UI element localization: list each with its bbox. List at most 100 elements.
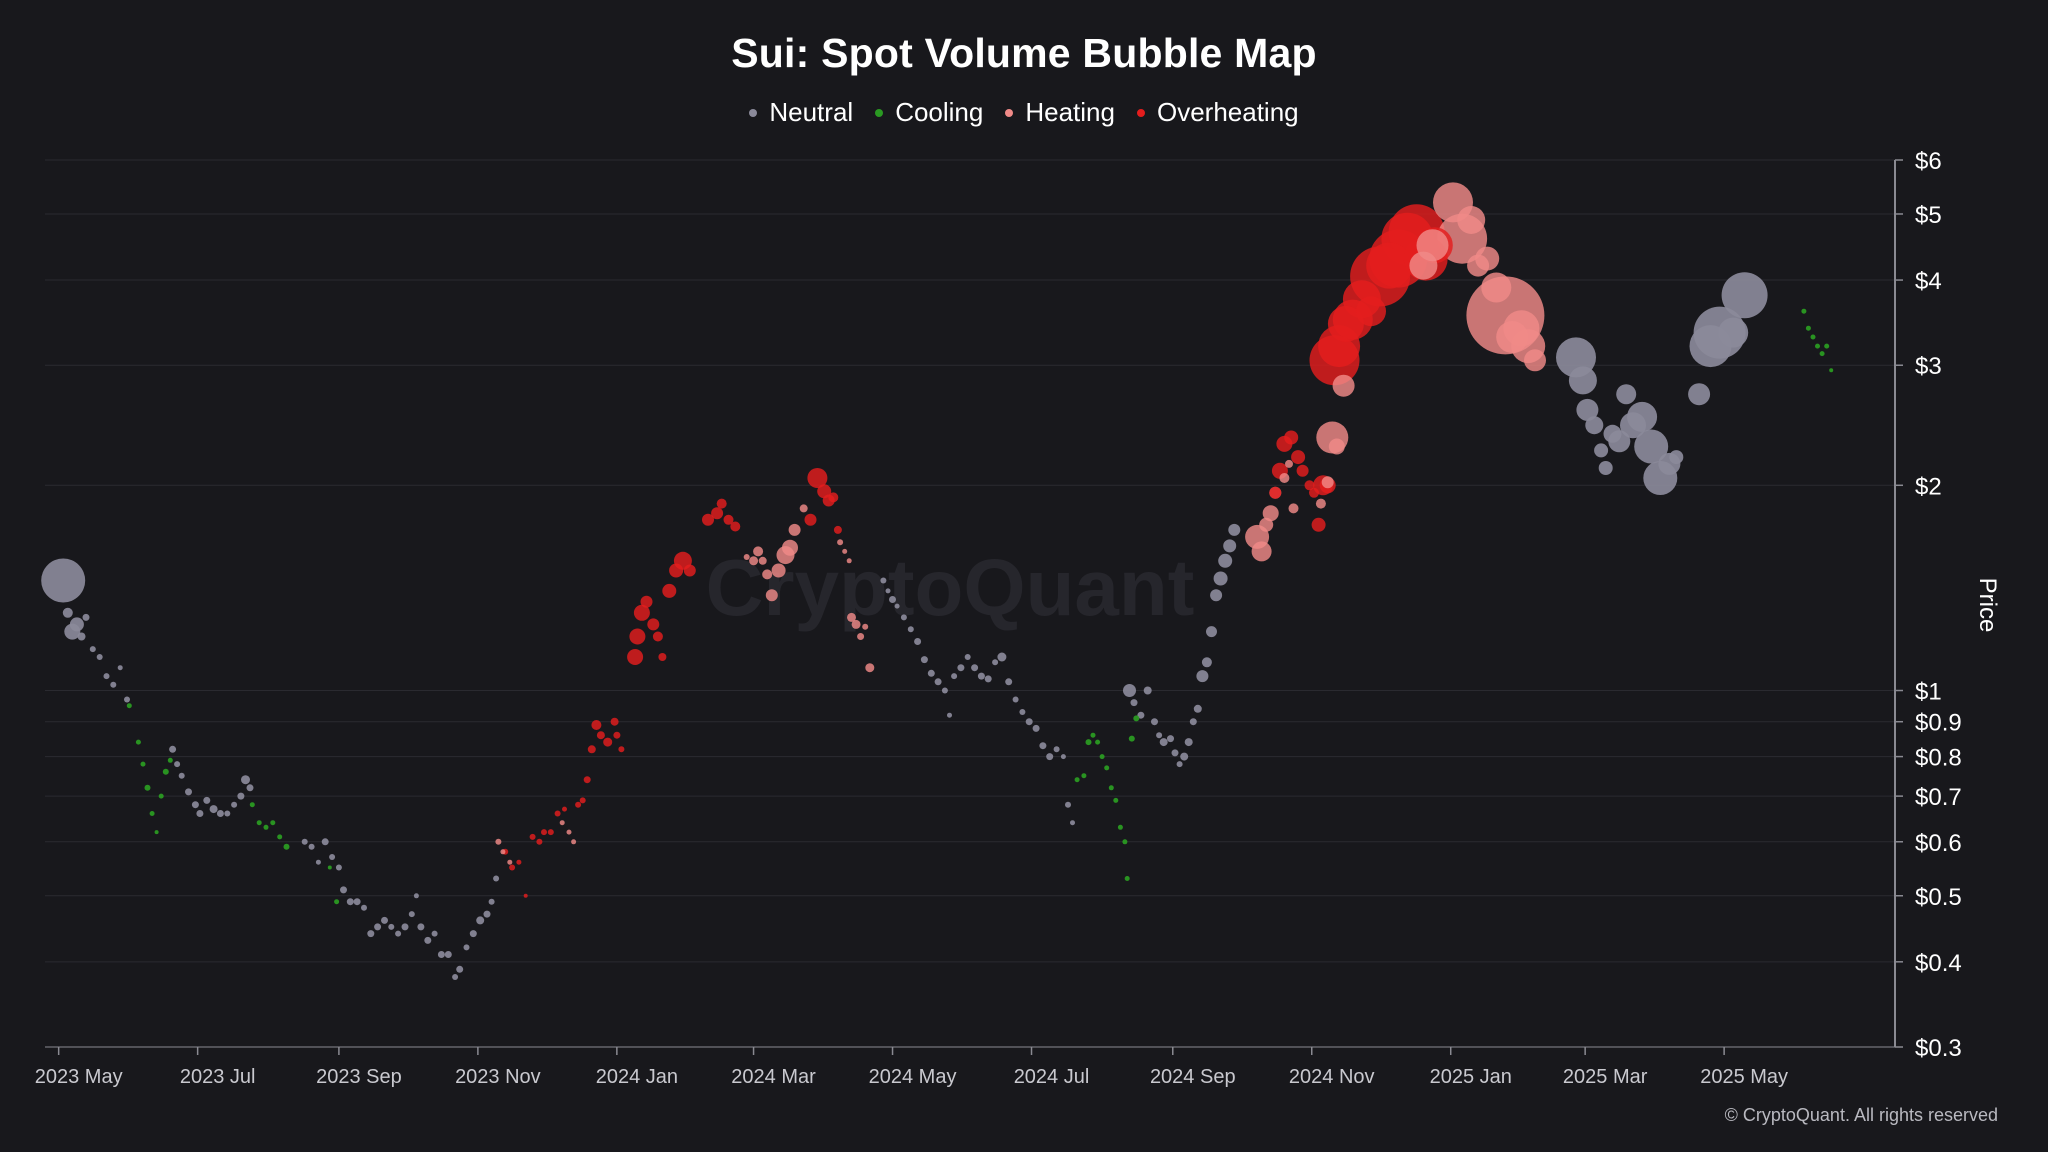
legend-item-neutral[interactable]: Neutral (749, 97, 853, 128)
bubble-heating[interactable] (559, 820, 565, 826)
bubble-cooling[interactable] (249, 802, 255, 808)
bubble-cooling[interactable] (154, 830, 159, 835)
bubble-overheating[interactable] (516, 859, 522, 865)
bubble-heating[interactable] (862, 623, 869, 630)
bubble-heating[interactable] (1279, 473, 1290, 483)
bubble-overheating[interactable] (562, 806, 567, 812)
bubble-heating[interactable] (762, 569, 773, 580)
bubble-heating[interactable] (743, 554, 750, 560)
bubble-heating[interactable] (1457, 206, 1486, 234)
bubble-neutral[interactable] (992, 659, 999, 666)
bubble-neutral[interactable] (1634, 429, 1669, 464)
bubble-cooling[interactable] (277, 834, 283, 840)
bubble-neutral[interactable] (241, 775, 250, 785)
bubble-neutral[interactable] (117, 665, 123, 671)
bubble-neutral[interactable] (1171, 749, 1179, 757)
bubble-overheating[interactable] (536, 838, 543, 845)
bubble-neutral[interactable] (1032, 724, 1040, 732)
bubble-cooling[interactable] (1099, 754, 1105, 760)
bubble-cooling[interactable] (135, 739, 141, 745)
bubble-neutral[interactable] (374, 923, 382, 931)
bubble-neutral[interactable] (1070, 820, 1075, 826)
bubble-neutral[interactable] (1721, 272, 1768, 319)
bubble-neutral[interactable] (488, 898, 495, 905)
bubble-heating[interactable] (799, 504, 808, 513)
bubble-overheating[interactable] (804, 513, 817, 526)
bubble-neutral[interactable] (483, 910, 491, 918)
bubble-neutral[interactable] (203, 796, 211, 804)
bubble-overheating[interactable] (629, 628, 646, 645)
bubble-overheating[interactable] (610, 717, 619, 726)
bubble-heating[interactable] (1328, 438, 1345, 455)
bubble-overheating[interactable] (833, 525, 842, 534)
bubble-cooling[interactable] (334, 899, 340, 905)
bubble-overheating[interactable] (523, 893, 528, 898)
bubble-neutral[interactable] (308, 843, 315, 850)
bubble-neutral[interactable] (124, 696, 130, 703)
bubble-neutral[interactable] (431, 930, 438, 937)
bubble-overheating[interactable] (554, 810, 561, 817)
bubble-heating[interactable] (566, 829, 572, 835)
bubble-overheating[interactable] (683, 564, 696, 577)
bubble-heating[interactable] (753, 546, 764, 557)
bubble-neutral[interactable] (1210, 589, 1223, 602)
bubble-neutral[interactable] (1053, 746, 1060, 753)
bubble-cooling[interactable] (144, 784, 151, 791)
bubble-heating[interactable] (1481, 272, 1512, 303)
bubble-cooling[interactable] (1081, 773, 1087, 779)
bubble-cooling[interactable] (1801, 308, 1807, 314)
bubble-heating[interactable] (1251, 541, 1272, 562)
bubble-cooling[interactable] (1819, 351, 1825, 357)
bubble-neutral[interactable] (934, 678, 942, 686)
bubble-neutral[interactable] (900, 614, 907, 621)
bubble-neutral[interactable] (1019, 709, 1026, 715)
bubble-heating[interactable] (1315, 498, 1326, 509)
bubble-neutral[interactable] (1005, 678, 1013, 686)
bubble-neutral[interactable] (889, 596, 896, 603)
bubble-overheating[interactable] (603, 737, 613, 747)
bubble-neutral[interactable] (1176, 761, 1183, 768)
bubble-neutral[interactable] (1616, 384, 1637, 405)
bubble-neutral[interactable] (1669, 450, 1684, 465)
bubble-overheating[interactable] (1311, 517, 1326, 532)
bubble-overheating[interactable] (807, 468, 828, 488)
bubble-heating[interactable] (1321, 476, 1334, 489)
bubble-neutral[interactable] (1012, 696, 1019, 703)
bubble-cooling[interactable] (1090, 732, 1096, 738)
bubble-neutral[interactable] (1159, 738, 1168, 747)
bubble-heating[interactable] (851, 619, 861, 629)
bubble-overheating[interactable] (575, 801, 582, 808)
bubble-cooling[interactable] (1133, 715, 1140, 722)
bubble-neutral[interactable] (476, 916, 485, 925)
bubble-neutral[interactable] (951, 673, 958, 680)
bubble-neutral[interactable] (927, 669, 935, 677)
bubble-cooling[interactable] (270, 820, 276, 826)
bubble-neutral[interactable] (1206, 626, 1217, 638)
bubble-neutral[interactable] (1130, 699, 1138, 707)
bubble-neutral[interactable] (463, 944, 470, 951)
bubble-heating[interactable] (1496, 321, 1529, 353)
bubble-neutral[interactable] (469, 930, 477, 938)
bubble-cooling[interactable] (126, 703, 132, 709)
bubble-overheating[interactable] (579, 797, 586, 804)
bubble-neutral[interactable] (1598, 461, 1613, 475)
bubble-neutral[interactable] (340, 886, 347, 894)
bubble-neutral[interactable] (1189, 718, 1197, 726)
bubble-neutral[interactable] (1184, 738, 1193, 747)
bubble-neutral[interactable] (907, 626, 914, 633)
bubble-neutral[interactable] (456, 965, 464, 973)
bubble-overheating[interactable] (591, 720, 602, 730)
bubble-overheating[interactable] (647, 618, 660, 631)
bubble-cooling[interactable] (327, 865, 332, 870)
bubble-cooling[interactable] (1815, 343, 1820, 349)
bubble-overheating[interactable] (730, 521, 741, 532)
bubble-heating[interactable] (847, 612, 856, 622)
bubble-heating[interactable] (495, 838, 502, 845)
bubble-cooling[interactable] (1810, 334, 1816, 340)
bubble-neutral[interactable] (1585, 416, 1604, 435)
bubble-neutral[interactable] (353, 898, 361, 906)
bubble-neutral[interactable] (401, 923, 409, 931)
bubble-cooling[interactable] (1122, 839, 1128, 845)
bubble-neutral[interactable] (920, 656, 928, 664)
bubble-heating[interactable] (765, 589, 778, 602)
